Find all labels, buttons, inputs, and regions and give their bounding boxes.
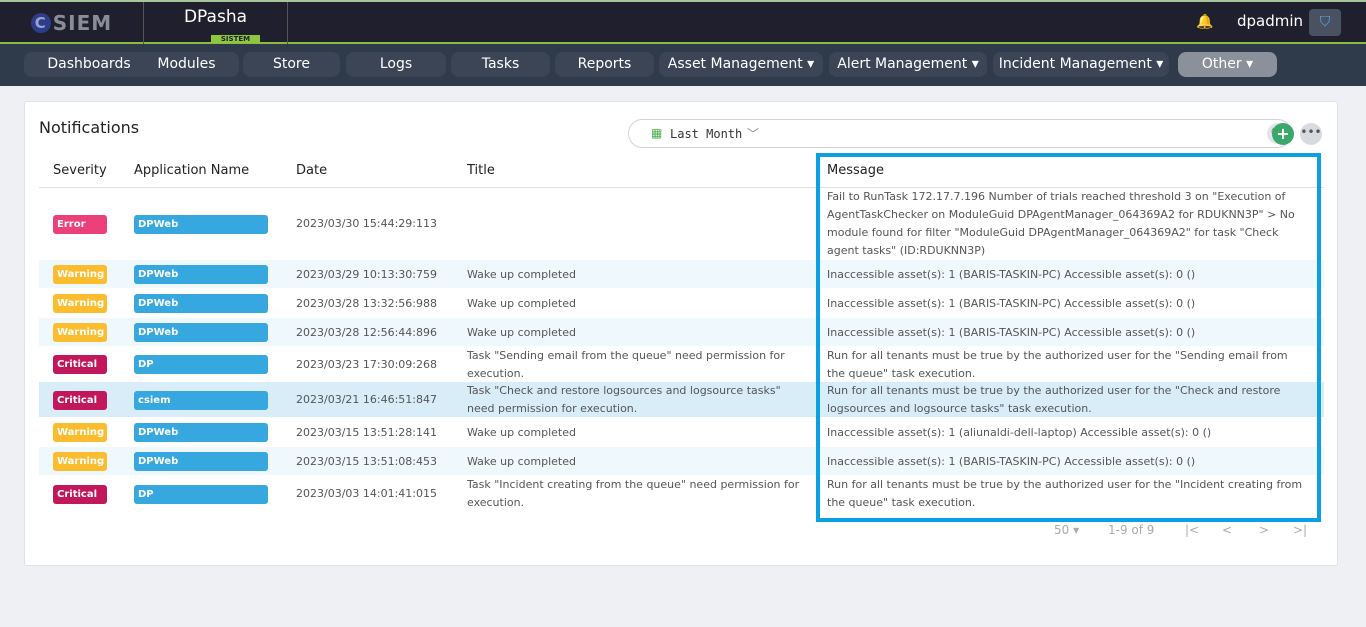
message-cell: Inaccessible asset(s): 1 (BARIS-TASKIN-P… <box>827 325 1196 339</box>
date-cell: 2023/03/03 14:01:41:015 <box>296 487 438 500</box>
title-cell: Task "Sending email from the queue" need… <box>467 349 785 380</box>
more-options-button[interactable]: ••• <box>1300 123 1322 145</box>
logo-text: SIEM <box>52 11 113 35</box>
page-size: 50 <box>1054 523 1070 537</box>
column-header-title[interactable]: Title <box>467 163 495 178</box>
table-row[interactable]: Critical DP 2023/03/03 14:01:41:015 Task… <box>39 476 1324 512</box>
severity-badge: Warning <box>53 423 107 442</box>
title-cell: Task "Incident creating from the queue" … <box>467 478 800 509</box>
application-badge: DPWeb <box>134 423 268 442</box>
severity-badge: Critical <box>53 484 107 504</box>
message-cell: Inaccessible asset(s): 1 (BARIS-TASKIN-P… <box>827 296 1196 310</box>
title-cell: Wake up completed <box>467 325 576 339</box>
message-cell: Inaccessible asset(s): 1 (aliunaldi-dell… <box>827 425 1212 439</box>
application-badge: DP <box>134 484 268 504</box>
nav-item-alertmanagement[interactable]: Alert Management ▾ <box>829 52 987 77</box>
nav-item-modules[interactable]: Modules <box>134 52 239 77</box>
application-badge: DPWeb <box>134 323 268 342</box>
title-cell: Wake up completed <box>467 267 576 281</box>
title-cell: Wake up completed <box>467 454 576 468</box>
table-row[interactable]: Warning DPWeb 2023/03/28 12:56:44:896 Wa… <box>39 318 1324 347</box>
message-cell: Run for all tenants must be true by the … <box>827 349 1288 380</box>
top-bar: C SIEM DPasha SISTEM 🔔 dpadmin ⛉ <box>0 0 1366 44</box>
message-cell: Inaccessible asset(s): 1 (BARIS-TASKIN-P… <box>827 454 1196 468</box>
page-size-select[interactable]: 50 ▾ <box>1054 523 1080 537</box>
username[interactable]: dpadmin <box>1237 12 1304 30</box>
nav-item-other[interactable]: Other ▾ <box>1178 52 1277 77</box>
severity-badge: Error <box>53 214 107 234</box>
shield-icon[interactable]: ⛉ <box>1309 9 1341 36</box>
severity-badge: Warning <box>53 452 107 471</box>
date-cell: 2023/03/29 10:13:30:759 <box>296 267 438 281</box>
add-button[interactable]: + <box>1272 123 1294 145</box>
nav-item-logs[interactable]: Logs <box>346 52 446 77</box>
page-title: Notifications <box>39 118 140 137</box>
next-page-icon[interactable]: > <box>1259 523 1270 537</box>
table-row[interactable]: Warning DPWeb 2023/03/15 13:51:28:141 Wa… <box>39 418 1324 447</box>
nav-item-assetmanagement[interactable]: Asset Management ▾ <box>659 52 823 77</box>
nav-item-store[interactable]: Store <box>243 52 340 77</box>
date-cell: 2023/03/28 13:32:56:988 <box>296 296 438 310</box>
title-cell: Wake up completed <box>467 296 576 310</box>
bell-icon[interactable]: 🔔 <box>1196 14 1214 30</box>
severity-badge: Warning <box>53 294 107 313</box>
table-row[interactable]: Warning DPWeb 2023/03/15 13:51:08:453 Wa… <box>39 447 1324 476</box>
application-badge: DPWeb <box>134 452 268 471</box>
first-page-icon[interactable]: |< <box>1185 523 1200 537</box>
table-row[interactable]: Error DPWeb 2023/03/30 15:44:29:113 Fail… <box>39 188 1324 260</box>
application-badge: DP <box>134 355 268 374</box>
prev-page-icon[interactable]: < <box>1222 523 1233 537</box>
page-range: 1-9 of 9 <box>1108 523 1155 537</box>
date-cell: 2023/03/28 12:56:44:896 <box>296 325 438 339</box>
main-nav: Dashboards Modules Store Logs Tasks Reports As… <box>0 44 1366 86</box>
column-header-date[interactable]: Date <box>296 163 328 178</box>
nav-item-dashboards[interactable]: Dashboards <box>24 52 154 77</box>
header-divider <box>39 187 1324 188</box>
severity-badge: Critical <box>53 355 107 374</box>
table-row[interactable]: Critical DP 2023/03/23 17:30:09:268 Task… <box>39 347 1324 382</box>
title-cell: Wake up completed <box>467 425 576 439</box>
table-row[interactable]: Warning DPWeb 2023/03/29 10:13:30:759 Wa… <box>39 260 1324 289</box>
severity-badge: Warning <box>53 323 107 342</box>
application-badge: DPWeb <box>134 214 268 234</box>
dpasha-logo[interactable]: DPasha SISTEM <box>143 2 288 44</box>
application-badge: DPWeb <box>134 265 268 284</box>
nav-item-tasks[interactable]: Tasks <box>451 52 550 77</box>
table-row[interactable]: Warning DPWeb 2023/03/28 13:32:56:988 Wa… <box>39 289 1324 318</box>
date-cell: 2023/03/23 17:30:09:268 <box>296 357 438 371</box>
column-header-application[interactable]: Application Name <box>134 163 250 178</box>
title-cell: Task "Check and restore logsources and l… <box>467 384 781 415</box>
date-filter-value[interactable]: Last Month <box>670 127 743 141</box>
table-row[interactable]: Critical csiem 2023/03/21 16:46:51:847 T… <box>39 382 1324 418</box>
last-page-icon[interactable]: >| <box>1293 523 1308 537</box>
application-badge: csiem <box>134 390 268 410</box>
nav-item-incidentmanagement[interactable]: Incident Management ▾ <box>993 52 1169 77</box>
date-cell: 2023/03/30 15:44:29:113 <box>296 217 438 230</box>
message-cell: Run for all tenants must be true by the … <box>827 384 1281 415</box>
date-cell: 2023/03/15 13:51:08:453 <box>296 454 438 468</box>
message-cell: Fail to RunTask 172.17.7.196 Number of t… <box>827 190 1295 257</box>
calendar-icon: ▦ <box>651 126 663 140</box>
csiem-logo[interactable]: C SIEM <box>0 2 143 44</box>
severity-badge: Critical <box>53 390 107 410</box>
severity-badge: Warning <box>53 265 107 284</box>
date-cell: 2023/03/21 16:46:51:847 <box>296 393 438 406</box>
nav-item-reports[interactable]: Reports <box>555 52 654 77</box>
column-header-severity[interactable]: Severity <box>53 163 107 178</box>
notifications-card: Notifications ▦ Last Month ﹀ 🔍 + ••• Sev… <box>24 101 1338 566</box>
date-cell: 2023/03/15 13:51:28:141 <box>296 425 438 439</box>
application-badge: DPWeb <box>134 294 268 313</box>
column-header-message[interactable]: Message <box>827 163 884 178</box>
chevron-down-icon[interactable]: ﹀ <box>747 127 760 141</box>
logo-text: DPasha <box>183 7 248 27</box>
logo-sub: SISTEM <box>210 35 261 43</box>
message-cell: Inaccessible asset(s): 1 (BARIS-TASKIN-P… <box>827 267 1196 281</box>
message-cell: Run for all tenants must be true by the … <box>827 478 1303 509</box>
date-filter-search[interactable]: ▦ Last Month ﹀ 🔍 <box>628 119 1292 148</box>
